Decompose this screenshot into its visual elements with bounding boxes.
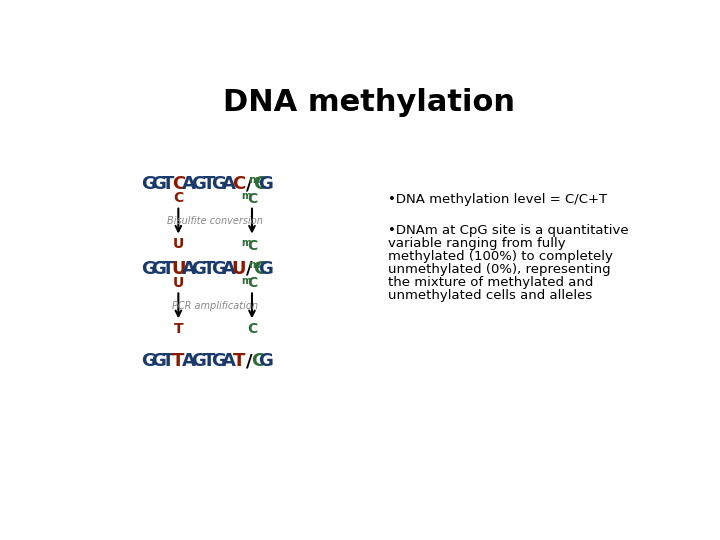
Text: DNA methylation: DNA methylation (223, 88, 515, 117)
Text: G: G (150, 260, 166, 278)
Text: G: G (258, 352, 273, 370)
Text: G: G (140, 260, 156, 278)
Text: methylated (100%) to completely: methylated (100%) to completely (388, 250, 613, 263)
Text: G: G (191, 352, 206, 370)
Text: T: T (202, 175, 215, 193)
Text: T: T (202, 352, 215, 370)
Text: C: C (251, 352, 264, 370)
Text: G: G (140, 175, 156, 193)
Text: A: A (222, 352, 235, 370)
Text: C: C (247, 322, 257, 336)
Text: PCR amplification: PCR amplification (172, 301, 258, 311)
Text: A: A (181, 260, 195, 278)
Text: U: U (173, 276, 184, 289)
Text: the mixture of methylated and: the mixture of methylated and (388, 276, 594, 289)
Text: T: T (233, 352, 245, 370)
Text: G: G (211, 352, 226, 370)
Text: unmethylated cells and alleles: unmethylated cells and alleles (388, 289, 593, 302)
Text: C: C (247, 276, 257, 291)
Text: T: T (172, 352, 184, 370)
Text: /: / (246, 175, 252, 193)
Text: G: G (191, 260, 206, 278)
Text: A: A (222, 175, 235, 193)
Text: A: A (181, 175, 195, 193)
Text: G: G (258, 260, 273, 278)
Text: A: A (222, 260, 235, 278)
Text: Bisulfite conversion: Bisulfite conversion (167, 216, 263, 226)
Text: C: C (253, 175, 266, 193)
Text: G: G (150, 175, 166, 193)
Text: C: C (232, 175, 246, 193)
Text: /: / (246, 352, 252, 370)
Text: C: C (253, 260, 266, 278)
Text: C: C (247, 239, 257, 253)
Text: C: C (172, 175, 185, 193)
Text: m: m (248, 176, 260, 185)
Text: m: m (241, 238, 251, 248)
Text: G: G (140, 352, 156, 370)
Text: T: T (202, 260, 215, 278)
Text: m: m (248, 260, 260, 270)
Text: G: G (191, 175, 206, 193)
Text: variable ranging from fully: variable ranging from fully (388, 237, 566, 250)
Text: G: G (211, 175, 226, 193)
Text: •DNAm at CpG site is a quantitative: •DNAm at CpG site is a quantitative (388, 224, 629, 237)
Text: A: A (181, 352, 195, 370)
Text: unmethylated (0%), representing: unmethylated (0%), representing (388, 263, 611, 276)
Text: T: T (162, 175, 174, 193)
Text: G: G (150, 352, 166, 370)
Text: U: U (173, 237, 184, 251)
Text: m: m (241, 192, 251, 201)
Text: G: G (258, 175, 273, 193)
Text: /: / (246, 260, 252, 278)
Text: m: m (241, 276, 251, 286)
Text: U: U (171, 260, 186, 278)
Text: U: U (232, 260, 246, 278)
Text: •DNA methylation level = C/C+T: •DNA methylation level = C/C+T (388, 193, 608, 206)
Text: C: C (174, 191, 184, 205)
Text: G: G (211, 260, 226, 278)
Text: C: C (247, 192, 257, 206)
Text: T: T (174, 322, 183, 336)
Text: T: T (162, 260, 174, 278)
Text: T: T (162, 352, 174, 370)
